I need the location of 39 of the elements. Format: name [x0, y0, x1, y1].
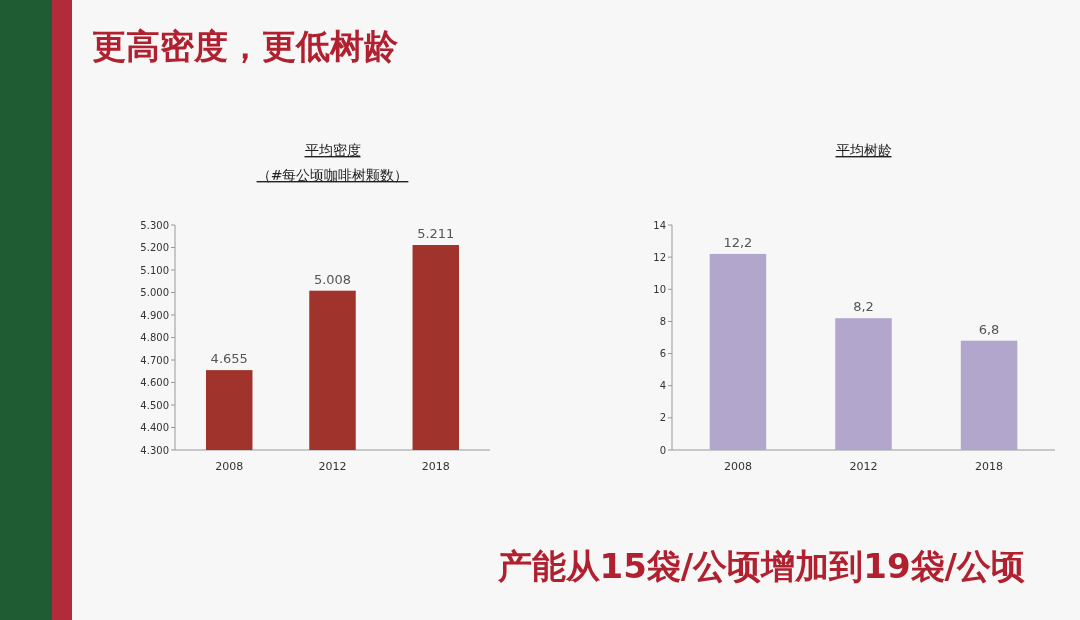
- chart-title: 平均密度: [304, 142, 361, 158]
- x-tick-label: 2008: [215, 460, 244, 473]
- bar: [709, 253, 767, 450]
- x-tick-label: 2012: [318, 460, 347, 473]
- y-tick-label: 5.000: [140, 287, 169, 298]
- y-tick-label: 8: [659, 315, 666, 327]
- x-tick-label: 2018: [421, 460, 450, 473]
- text: 产能从15袋/公顷增加到19袋/公顷: [496, 546, 1025, 586]
- y-tick-label: 4.900: [140, 309, 169, 321]
- y-tick-label: 2: [659, 412, 666, 424]
- y-tick-label: 12: [653, 251, 666, 263]
- y-tick-label: 4: [659, 380, 666, 392]
- data-label: 6,8: [978, 321, 1000, 337]
- y-tick-label: 5.200: [140, 242, 169, 253]
- y-tick-label: 10: [653, 283, 666, 295]
- data-label: 12,2: [723, 234, 753, 250]
- chart-title: 平均树龄: [835, 142, 892, 158]
- y-tick-label: 6: [659, 348, 666, 360]
- data-label: 5.211: [417, 226, 455, 242]
- data-label: 4.655: [210, 351, 248, 367]
- y-tick-label: 4.400: [140, 422, 169, 433]
- data-label: 8,2: [853, 299, 874, 315]
- y-tick-label: 0: [659, 444, 666, 456]
- y-tick-label: 5.100: [140, 264, 169, 276]
- data-label: 5.008: [313, 271, 352, 287]
- y-tick-label: 4.700: [140, 354, 169, 366]
- bar: [960, 340, 1018, 450]
- y-tick-label: 14: [653, 219, 666, 231]
- x-tick-label: 2008: [723, 460, 752, 473]
- x-tick-label: 2018: [975, 460, 1004, 473]
- y-tick-label: 4.300: [140, 444, 169, 456]
- chart-subtitle: （#每公顷咖啡树颗数）: [256, 167, 409, 183]
- y-tick-label: 4.800: [140, 332, 169, 343]
- y-tick-label: 4.600: [140, 377, 169, 388]
- bar: [835, 318, 892, 450]
- y-tick-label: 5.300: [140, 219, 169, 231]
- y-tick-label: 4.500: [140, 399, 169, 411]
- x-tick-label: 2012: [849, 460, 878, 473]
- text: 更高密度，更低树龄: [92, 26, 399, 66]
